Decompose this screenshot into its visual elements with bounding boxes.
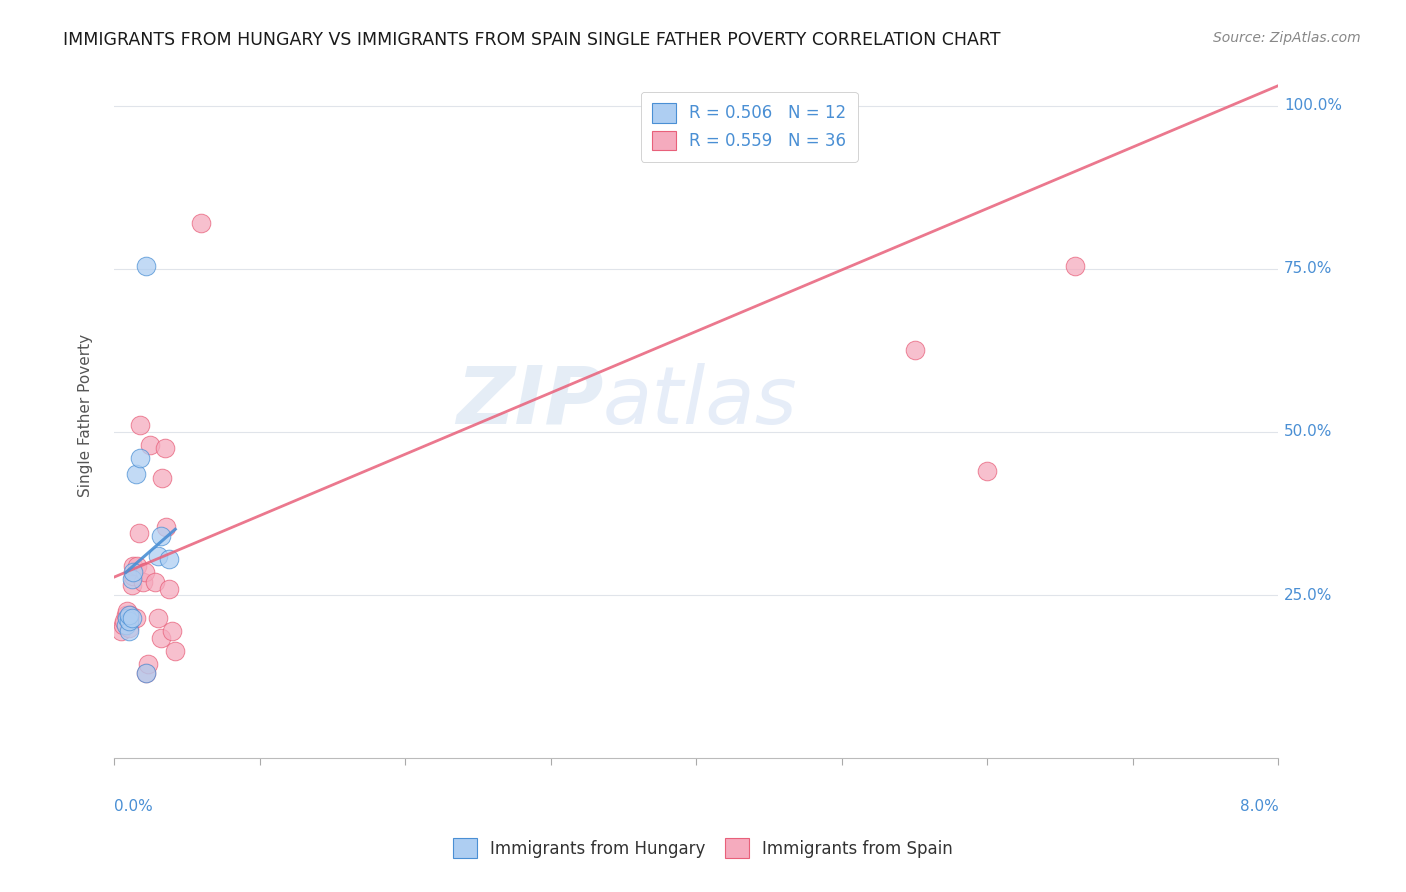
Point xyxy=(675,98,697,112)
Point xyxy=(190,216,212,230)
Point xyxy=(641,98,664,112)
Point xyxy=(118,624,141,638)
Point xyxy=(120,607,142,622)
Point xyxy=(664,98,686,112)
Point xyxy=(155,519,177,533)
Point xyxy=(143,575,166,590)
Text: atlas: atlas xyxy=(603,363,797,441)
Text: 100.0%: 100.0% xyxy=(1284,98,1343,113)
Point xyxy=(146,611,169,625)
Point xyxy=(115,605,138,619)
Point xyxy=(659,98,682,112)
Point xyxy=(121,578,143,592)
Point xyxy=(122,568,145,582)
Text: ZIP: ZIP xyxy=(456,363,603,441)
Point xyxy=(118,611,141,625)
Point xyxy=(122,558,145,573)
Point xyxy=(135,666,157,681)
Text: 0.0%: 0.0% xyxy=(114,799,153,814)
Point xyxy=(129,418,152,433)
Point xyxy=(150,471,173,485)
Point xyxy=(162,624,184,638)
Text: 8.0%: 8.0% xyxy=(1240,799,1278,814)
Point xyxy=(125,467,148,482)
Point xyxy=(128,526,150,541)
Point xyxy=(121,611,143,625)
Point xyxy=(149,631,172,645)
Text: 50.0%: 50.0% xyxy=(1284,425,1333,440)
Point xyxy=(149,529,172,543)
Point xyxy=(129,451,152,466)
Point xyxy=(118,607,141,622)
Point xyxy=(1063,259,1085,273)
Point xyxy=(114,607,136,622)
Point xyxy=(153,442,176,456)
Point xyxy=(146,549,169,563)
Point xyxy=(157,552,180,566)
Point xyxy=(644,98,666,112)
Y-axis label: Single Father Poverty: Single Father Poverty xyxy=(79,334,93,497)
Point xyxy=(136,657,159,671)
Point xyxy=(118,621,141,635)
Point xyxy=(125,611,148,625)
Point xyxy=(135,666,157,681)
Point xyxy=(127,558,149,573)
Point xyxy=(976,464,998,478)
Point xyxy=(122,566,145,580)
Point xyxy=(121,572,143,586)
Legend: Immigrants from Hungary, Immigrants from Spain: Immigrants from Hungary, Immigrants from… xyxy=(443,829,963,868)
Point xyxy=(139,438,162,452)
Point xyxy=(112,614,135,628)
Text: 75.0%: 75.0% xyxy=(1284,261,1333,277)
Point xyxy=(115,611,138,625)
Point xyxy=(132,575,155,590)
Point xyxy=(165,643,187,657)
Point xyxy=(903,343,925,358)
Point xyxy=(111,617,134,632)
Point xyxy=(134,566,156,580)
Point xyxy=(135,259,157,273)
Point xyxy=(118,614,141,628)
Legend: R = 0.506   N = 12, R = 0.559   N = 36: R = 0.506 N = 12, R = 0.559 N = 36 xyxy=(641,92,858,161)
Point xyxy=(114,617,136,632)
Text: Source: ZipAtlas.com: Source: ZipAtlas.com xyxy=(1213,31,1361,45)
Text: IMMIGRANTS FROM HUNGARY VS IMMIGRANTS FROM SPAIN SINGLE FATHER POVERTY CORRELATI: IMMIGRANTS FROM HUNGARY VS IMMIGRANTS FR… xyxy=(63,31,1001,49)
Text: 25.0%: 25.0% xyxy=(1284,588,1333,603)
Point xyxy=(157,582,180,596)
Point xyxy=(110,624,132,638)
